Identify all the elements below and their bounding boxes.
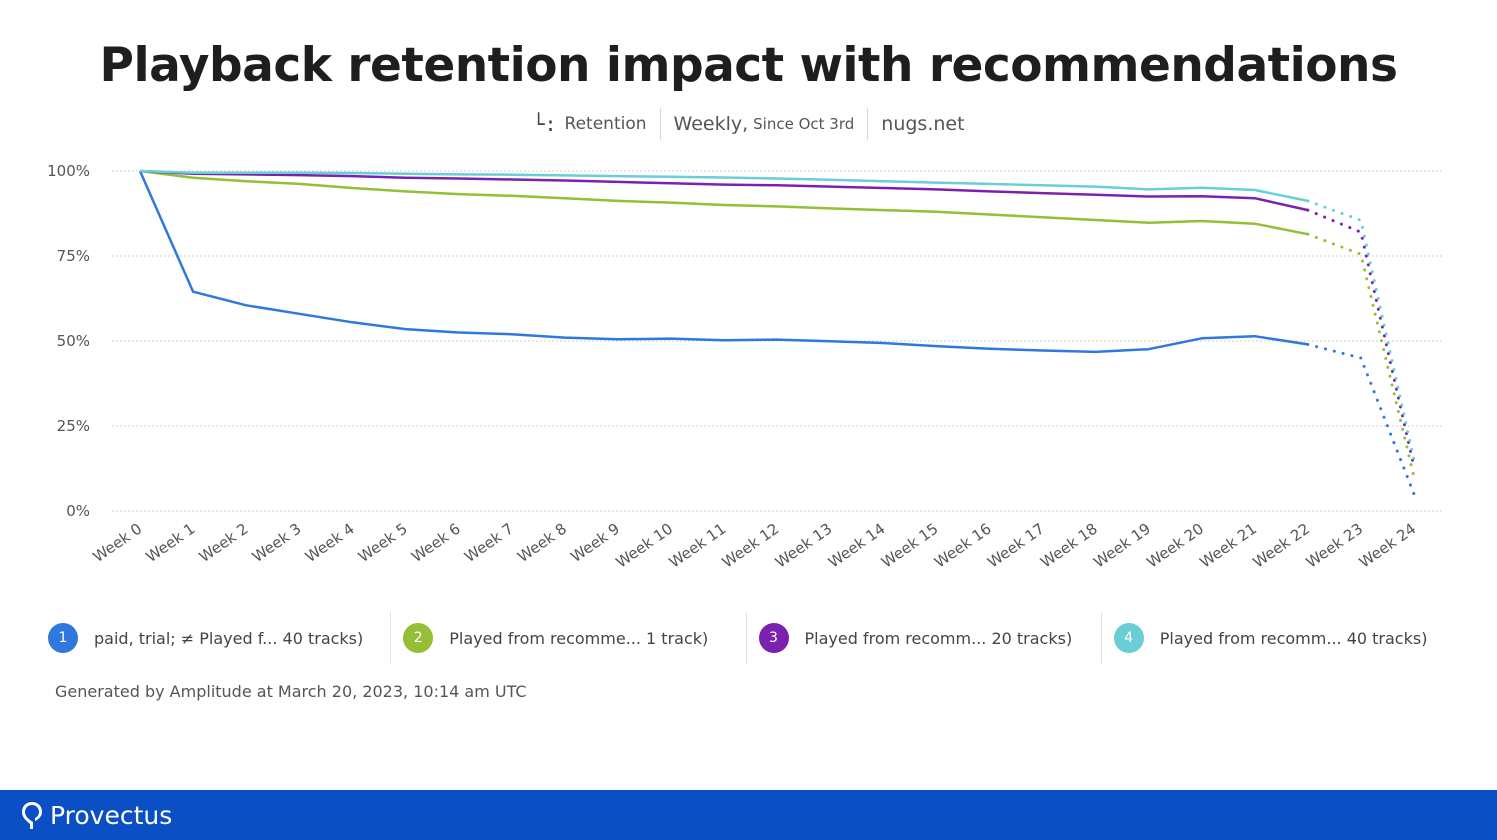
series-line-4 [139,169,1309,203]
footer-bar: Provectus [0,790,1497,840]
series-line-2 [139,169,1309,236]
y-tick-label: 75% [57,247,90,265]
legend-label: Played from recomm... 40 tracks) [1159,628,1428,648]
chart-title: Playback retention impact with recommend… [99,38,1398,93]
x-tick-label: Week 8 [514,520,570,567]
chart-series [138,169,1416,496]
series-projection-3 [1306,208,1416,469]
series-3 [139,169,1416,469]
series-line-3 [139,169,1309,212]
subtitle-site-label: nugs.net [881,113,965,135]
x-tick-label: Week 4 [302,520,358,567]
y-tick-label: 50% [57,332,90,350]
retention-icon: └: [532,112,557,136]
series-2 [139,169,1416,479]
x-tick-label: Week 7 [461,520,517,567]
y-tick-label: 0% [66,502,90,520]
x-tick-label: Week 14 [825,520,889,572]
x-tick-label: Week 19 [1090,520,1154,572]
x-tick-label: Week 0 [90,520,146,567]
x-tick-label: Week 10 [613,520,677,572]
x-tick-label: Week 12 [719,520,783,572]
x-tick-label: Week 6 [408,520,464,567]
y-tick-label: 100% [47,162,90,180]
x-tick-label: Week 11 [666,520,730,572]
subtitle-interval: Weekly, Since Oct 3rd [659,108,868,140]
y-axis-ticks: 100% 75% 50% 25% 0% [47,162,90,520]
chart-legend: 1 paid, trial; ≠ Played f... 40 tracks) 2 P… [36,612,1456,664]
legend-item-4[interactable]: 4 Played from recomm... 40 tracks) [1100,612,1456,664]
series-projection-2 [1306,232,1416,479]
generated-note: Generated by Amplitude at March 20, 2023… [55,682,527,701]
x-tick-label: Week 13 [772,520,836,572]
x-tick-label: Week 20 [1143,520,1207,572]
x-tick-label: Week 1 [143,520,199,567]
x-tick-label: Week 23 [1303,520,1367,572]
legend-label: Played from recomm... 20 tracks) [804,628,1073,648]
x-tick-label: Week 15 [878,520,942,572]
subtitle-interval-label: Weekly, [673,113,749,135]
series-1 [138,170,1416,496]
x-tick-label: Week 5 [355,520,411,567]
y-tick-label: 25% [57,417,90,435]
legend-badge: 4 [1113,623,1144,653]
series-4 [139,169,1416,462]
subtitle-range-label: Since Oct 3rd [753,115,855,133]
x-tick-label: Week 16 [931,520,995,572]
series-projection-1 [1306,342,1416,496]
legend-item-1[interactable]: 1 paid, trial; ≠ Played f... 40 tracks) [36,612,390,664]
subtitle-metric: └: Retention [519,108,659,140]
chart-subtitle: └: Retention Weekly, Since Oct 3rd nugs.… [0,108,1497,140]
x-tick-label: Week 21 [1197,520,1261,572]
subtitle-metric-label: Retention [564,114,647,134]
legend-badge: 3 [758,623,789,653]
subtitle-site: nugs.net [867,108,977,140]
legend-badge: 2 [403,623,434,653]
x-tick-label: Week 2 [196,520,252,567]
legend-label: Played from recomme... 1 track) [449,628,709,648]
legend-badge: 1 [48,623,78,653]
legend-item-2[interactable]: 2 Played from recomme... 1 track) [390,612,745,664]
brand-name: Provectus [50,800,173,830]
x-tick-label: Week 18 [1037,520,1101,572]
x-tick-label: Week 17 [984,520,1048,572]
legend-item-3[interactable]: 3 Played from recomm... 20 tracks) [745,612,1101,664]
legend-label: paid, trial; ≠ Played f... 40 tracks) [94,628,364,648]
x-tick-label: Week 24 [1356,520,1420,572]
x-tick-label: Week 3 [249,520,305,567]
series-projection-4 [1306,199,1416,462]
series-line-1 [138,170,1308,354]
x-tick-label: Week 22 [1250,520,1314,572]
provectus-logo-icon [22,802,42,829]
